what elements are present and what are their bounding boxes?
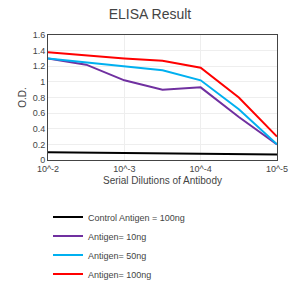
svg-text:10^-3: 10^-3 xyxy=(113,164,135,174)
svg-text:0: 0 xyxy=(40,155,45,165)
svg-text:1.2: 1.2 xyxy=(33,61,46,71)
svg-text:1.6: 1.6 xyxy=(33,30,46,40)
svg-text:1: 1 xyxy=(40,77,45,87)
svg-text:Antigen= 10ng: Antigen= 10ng xyxy=(88,232,146,242)
svg-text:Serial Dilutions of Antibody: Serial Dilutions of Antibody xyxy=(103,175,222,186)
svg-text:10^-2: 10^-2 xyxy=(37,164,59,174)
svg-text:10^-5: 10^-5 xyxy=(266,164,288,174)
svg-text:10^-4: 10^-4 xyxy=(190,164,212,174)
svg-text:O.D.: O.D. xyxy=(17,87,28,108)
svg-text:1.4: 1.4 xyxy=(33,46,46,56)
svg-text:0.4: 0.4 xyxy=(33,124,46,134)
svg-text:ELISA Result: ELISA Result xyxy=(109,6,192,22)
svg-text:0.8: 0.8 xyxy=(33,93,46,103)
svg-text:0.2: 0.2 xyxy=(33,140,46,150)
svg-text:Control Antigen = 100ng: Control Antigen = 100ng xyxy=(88,213,185,223)
svg-text:Antigen= 100ng: Antigen= 100ng xyxy=(88,270,151,280)
svg-text:0.6: 0.6 xyxy=(33,108,46,118)
svg-text:Antigen= 50ng: Antigen= 50ng xyxy=(88,251,146,261)
